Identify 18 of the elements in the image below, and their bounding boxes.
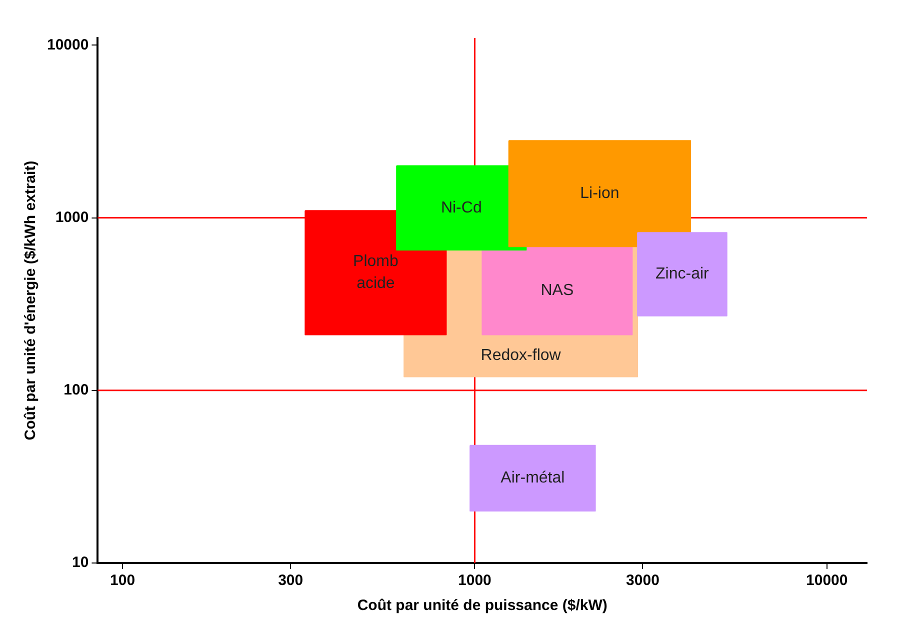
y-tick-label: 100	[64, 382, 89, 399]
series-label: Li-ion	[580, 185, 620, 202]
x-tick-label: 300	[278, 572, 304, 590]
series-label: Redox-flow	[480, 347, 562, 364]
series-label: Zinc-air	[656, 266, 710, 283]
x-axis-title: Coût par unité de puissance ($/kW)	[357, 597, 608, 614]
y-tick-label: 10000	[46, 36, 89, 54]
x-tick-label: 1000	[458, 572, 492, 590]
series-label: Ni-Cd	[440, 199, 482, 216]
series-label: NAS	[540, 282, 574, 300]
x-tick-label: 10000	[806, 572, 848, 590]
y-tick-label: 1000	[55, 208, 89, 226]
x-tick-label: 3000	[626, 572, 660, 590]
series-label: Air-métal	[500, 470, 565, 487]
x-tick-label: 100	[110, 572, 136, 590]
y-axis-title: Coût par unité d'énergie ($/kWh extrait)	[22, 160, 40, 440]
y-tick-label: 10	[72, 554, 89, 572]
series-label: Plomb acide	[353, 253, 398, 292]
